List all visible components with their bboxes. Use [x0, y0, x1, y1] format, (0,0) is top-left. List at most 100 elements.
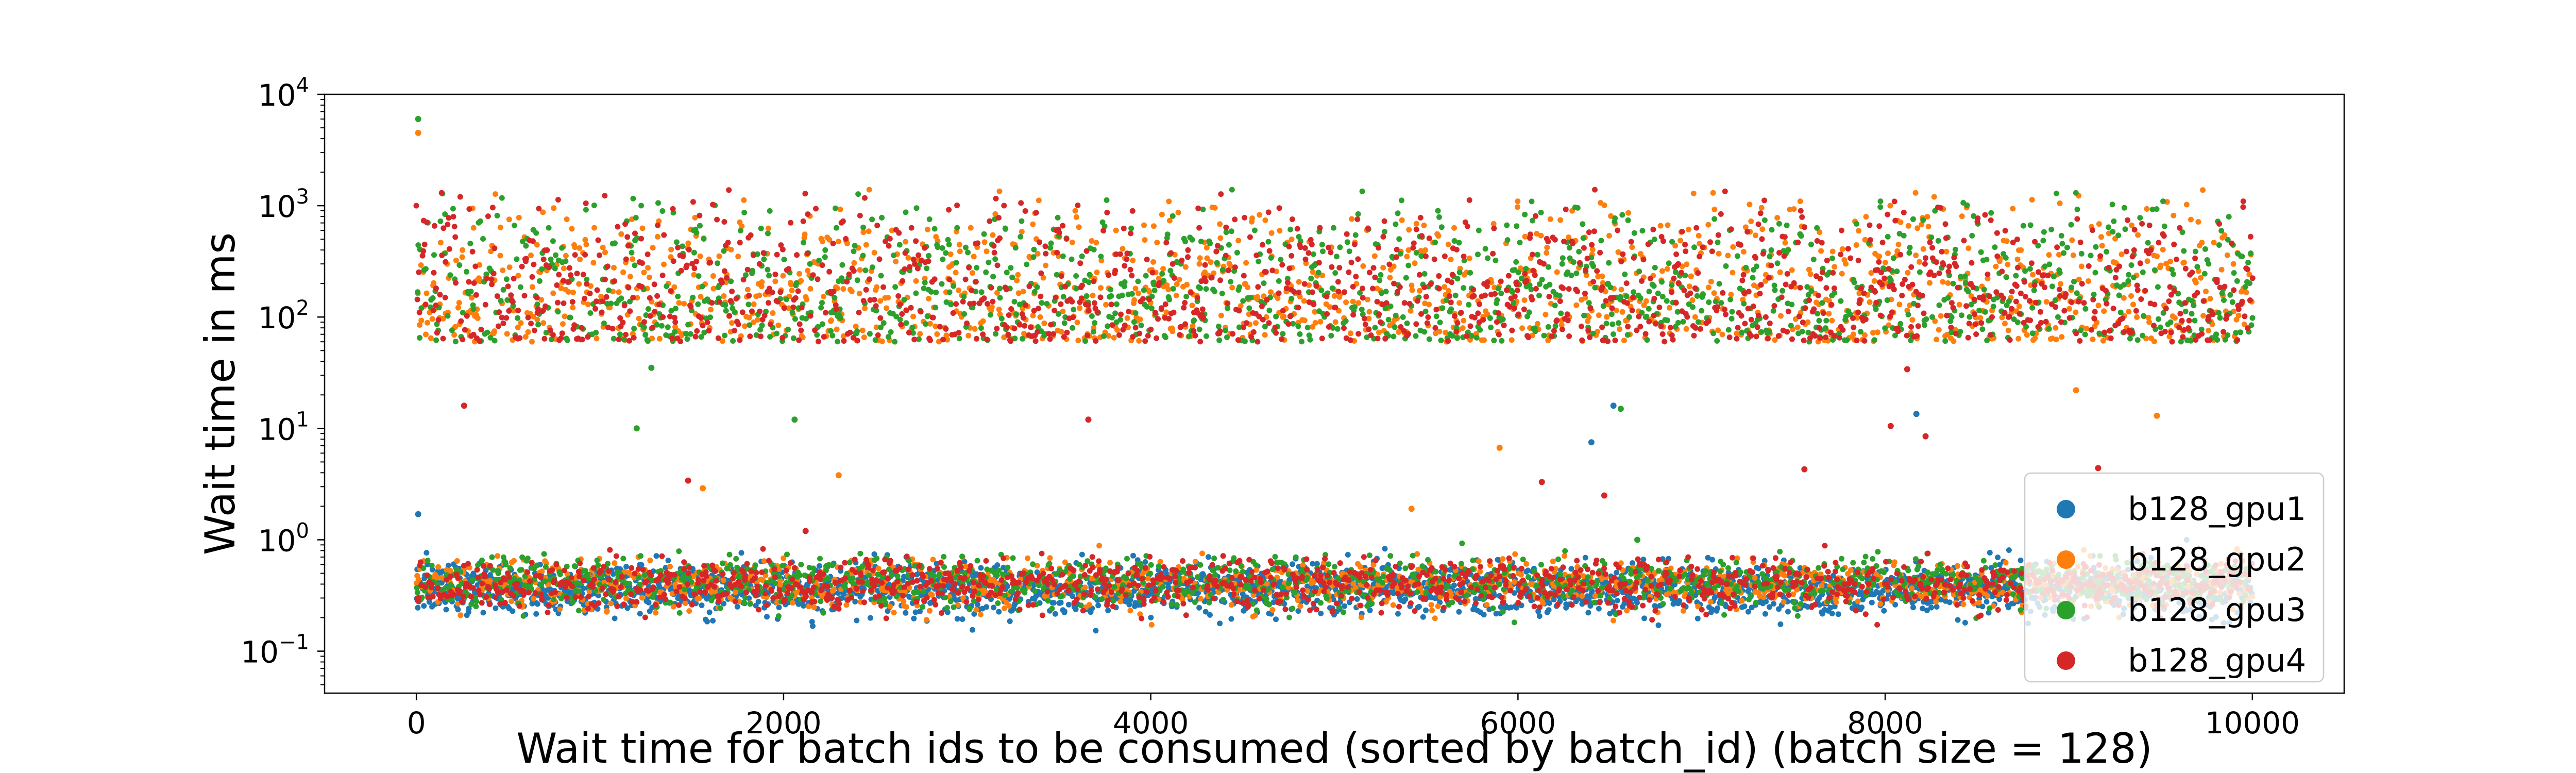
data-point [1245, 284, 1251, 291]
data-point [1887, 203, 1893, 209]
data-point [1664, 266, 1670, 272]
data-point [2151, 339, 2157, 344]
data-point [1988, 565, 1994, 571]
data-point [1954, 563, 1960, 569]
data-point [493, 191, 498, 197]
data-point [2160, 247, 2166, 253]
data-point [1965, 245, 1972, 251]
data-point [1070, 593, 1076, 599]
data-point [1928, 604, 1934, 611]
data-point [1807, 271, 1814, 277]
data-point [591, 225, 597, 231]
data-point [1867, 299, 1873, 305]
data-point [561, 265, 567, 272]
data-point [487, 578, 493, 584]
data-point [1544, 250, 1550, 256]
data-point [984, 248, 990, 255]
data-point [533, 611, 539, 617]
data-point [2024, 332, 2030, 338]
data-point [562, 313, 568, 320]
data-point [1776, 606, 1782, 612]
data-point [1124, 315, 1130, 321]
data-point [1184, 281, 1190, 288]
data-point [1481, 337, 1487, 343]
data-point [639, 225, 646, 231]
data-point [2167, 258, 2174, 264]
data-point [817, 563, 822, 569]
data-point [974, 601, 980, 608]
data-point [1913, 253, 1919, 258]
data-point [729, 320, 735, 326]
data-point [1093, 628, 1099, 634]
data-point [1525, 567, 1531, 574]
data-point [1641, 615, 1647, 621]
data-point [423, 550, 430, 556]
data-point [1310, 561, 1316, 567]
data-point [738, 550, 744, 556]
data-point [653, 553, 659, 559]
data-point [1019, 229, 1025, 235]
data-point [751, 301, 757, 307]
data-point [1217, 235, 1224, 241]
data-point [1945, 280, 1951, 286]
data-point [1710, 190, 1716, 196]
data-point [1466, 255, 1472, 261]
data-point [884, 305, 890, 311]
data-point [1708, 279, 1714, 284]
data-point [1301, 298, 1307, 304]
data-point [1684, 261, 1690, 267]
data-point [2098, 234, 2104, 240]
data-point [1228, 602, 1234, 608]
data-point [1006, 603, 1012, 609]
data-point [1295, 597, 1301, 603]
data-point [1456, 609, 1462, 615]
data-point [616, 289, 622, 295]
data-point [2005, 327, 2011, 333]
data-point [1429, 608, 1435, 613]
data-point [856, 291, 862, 296]
data-point [682, 600, 688, 606]
data-point [1249, 215, 1255, 221]
data-point [474, 315, 481, 321]
data-point [1856, 228, 1862, 234]
data-point [1686, 283, 1692, 290]
data-point [1619, 309, 1625, 315]
data-point [1946, 599, 1953, 606]
data-point [911, 615, 917, 621]
data-point [1195, 590, 1201, 596]
data-point [1933, 599, 1939, 605]
data-point [1391, 590, 1397, 596]
data-point [1762, 611, 1768, 617]
data-point [1934, 337, 1940, 343]
data-point [594, 335, 600, 342]
data-point [650, 245, 656, 251]
data-point [977, 612, 984, 617]
data-point [1126, 601, 1132, 608]
data-point [1547, 216, 1553, 222]
data-point [2144, 258, 2150, 264]
data-point [667, 563, 673, 569]
data-point [2043, 299, 2049, 305]
data-point [1833, 599, 1839, 605]
data-point [1753, 232, 1758, 239]
data-point [1137, 316, 1143, 323]
data-point [2224, 252, 2230, 258]
data-point [1082, 584, 1088, 591]
data-point [1931, 194, 1937, 200]
data-point [704, 618, 710, 625]
data-point [1551, 596, 1557, 602]
data-point [1189, 303, 1195, 309]
data-point [2230, 261, 2236, 267]
data-point [1281, 313, 1287, 320]
data-point [1366, 309, 1372, 315]
data-point [2015, 335, 2022, 342]
data-point [2095, 303, 2102, 309]
data-point [516, 214, 522, 221]
data-point [1728, 291, 1734, 297]
data-point [1192, 559, 1198, 565]
data-point [2181, 259, 2187, 265]
data-point [1197, 255, 1203, 261]
data-point [2004, 238, 2010, 244]
data-point [1120, 246, 1126, 252]
data-point [2078, 263, 2084, 270]
